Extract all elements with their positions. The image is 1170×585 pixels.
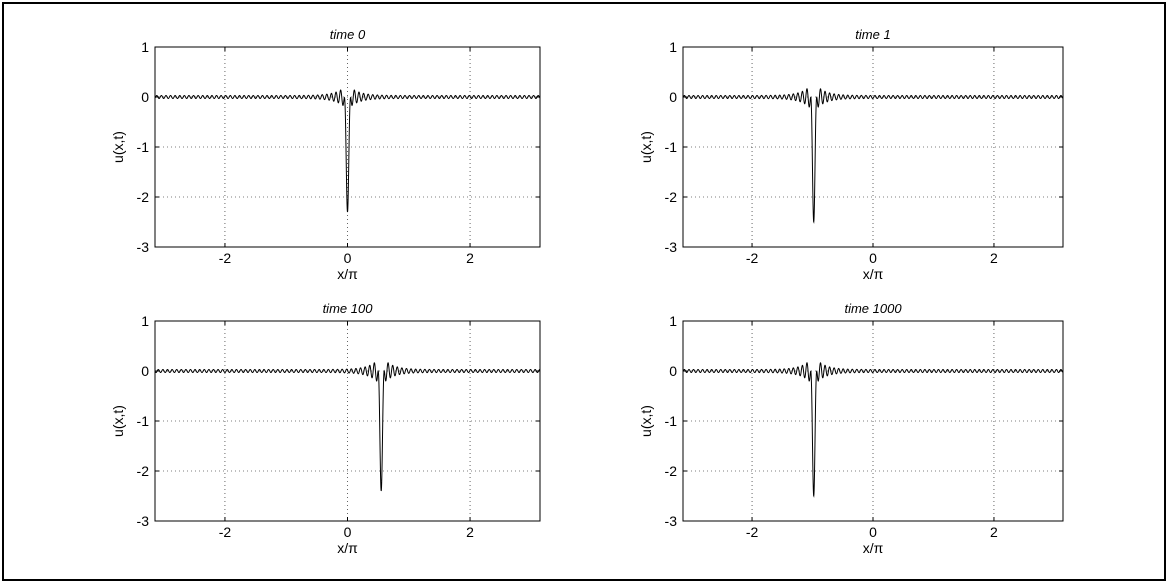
x-tick-label: 0 (344, 250, 352, 266)
y-tick-label: -1 (665, 413, 678, 429)
x-tick-label: 0 (869, 250, 877, 266)
y-axis-label: u(x,t) (638, 131, 654, 163)
series-line (682, 87, 1064, 224)
series-line (154, 362, 541, 492)
subplot-0: -2 0 2 -3 -2 -1 0 1 time 0 x/π u(x,t) (110, 27, 541, 282)
x-tick-label: -2 (746, 524, 759, 540)
y-tick-label: -2 (137, 463, 150, 479)
x-tick-label: -2 (219, 524, 232, 540)
x-axis-label: x/π (863, 266, 884, 282)
x-tick-label: -2 (746, 250, 759, 266)
y-tick-label: -2 (665, 189, 678, 205)
y-tick-label: 1 (141, 39, 149, 55)
subplot-title: time 100 (323, 301, 374, 316)
series-line (682, 361, 1064, 498)
y-axis-label: u(x,t) (110, 405, 126, 437)
subplot-2: -2 0 2 -3 -2 -1 0 1 time 100 x/π u(x,t) (110, 301, 541, 556)
y-tick-label: 0 (141, 363, 149, 379)
subplot-title: time 1 (855, 27, 890, 42)
y-tick-label: -1 (137, 413, 150, 429)
x-axis-label: x/π (337, 540, 358, 556)
y-tick-label: -3 (665, 239, 678, 255)
y-tick-label: -3 (137, 513, 150, 529)
subplot-title: time 0 (330, 27, 366, 42)
y-tick-label: -1 (137, 139, 150, 155)
x-tick-label: 2 (990, 250, 998, 266)
x-tick-label: 0 (869, 524, 877, 540)
y-tick-label: 1 (141, 313, 149, 329)
subplot-1: -2 0 2 -3 -2 -1 0 1 time 1 x/π u(x,t) (638, 27, 1064, 282)
y-axis-label: u(x,t) (110, 131, 126, 163)
y-tick-label: -3 (665, 513, 678, 529)
y-tick-label: -2 (665, 463, 678, 479)
x-axis-label: x/π (337, 266, 358, 282)
x-tick-label: 2 (990, 524, 998, 540)
y-tick-label: 0 (669, 363, 677, 379)
subplot-title: time 1000 (844, 301, 902, 316)
y-tick-label: -2 (137, 189, 150, 205)
x-axis-label: x/π (863, 540, 884, 556)
x-tick-label: 0 (344, 524, 352, 540)
x-tick-label: -2 (219, 250, 232, 266)
y-tick-label: 0 (669, 89, 677, 105)
y-tick-label: 1 (669, 39, 677, 55)
y-tick-label: -1 (665, 139, 678, 155)
y-tick-label: 0 (141, 89, 149, 105)
y-tick-label: 1 (669, 313, 677, 329)
subplot-3: -2 0 2 -3 -2 -1 0 1 time 1000 x/π u(x,t) (638, 301, 1064, 556)
series-line (154, 89, 541, 213)
y-axis-label: u(x,t) (638, 405, 654, 437)
x-tick-label: 2 (466, 250, 474, 266)
x-tick-label: 2 (466, 524, 474, 540)
y-tick-label: -3 (137, 239, 150, 255)
